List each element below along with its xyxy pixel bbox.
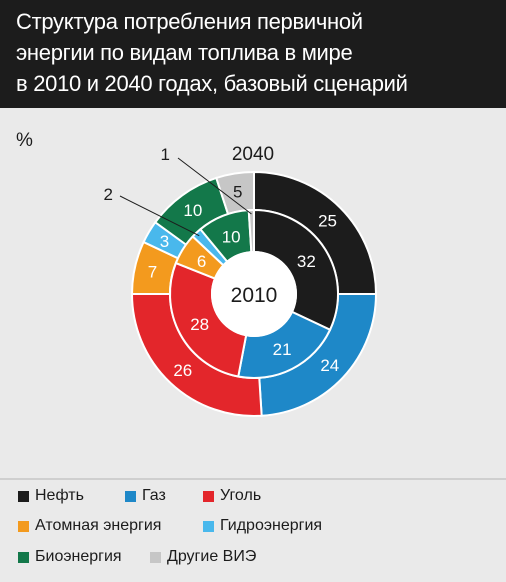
- value-label-hydro-2040: 3: [160, 232, 169, 251]
- legend-item-bio: Биоэнергия: [18, 547, 122, 567]
- title-line-2: энергии по видам топлива в мире: [16, 40, 353, 65]
- value-label-nuclear-2040: 7: [148, 262, 157, 281]
- legend-label: Уголь: [220, 487, 262, 504]
- center-hole: [211, 251, 297, 337]
- title-header: Структура потребления первичной энергии …: [0, 0, 506, 108]
- value-label-nuclear-2010: 6: [197, 252, 206, 271]
- chart-area: % 2010 2040 32 21 28 6 2 10 1 25 24 26 7 3 10 5: [0, 108, 506, 478]
- legend-swatch: [150, 551, 161, 563]
- outer-ring-2040: [130, 170, 378, 417]
- legend-item-nuclear: Атомная энергия: [18, 516, 161, 536]
- title-line-1: Структура потребления первичной: [16, 9, 363, 34]
- legend-item-oil: Нефть: [18, 486, 84, 506]
- legend-swatch: [18, 551, 29, 563]
- value-label-bio-2040: 10: [183, 201, 202, 220]
- unit-label: %: [16, 130, 33, 151]
- inner-ring-2010: [169, 208, 339, 379]
- legend-label: Газ: [142, 487, 166, 504]
- value-label-other-res-2010: 1: [161, 145, 170, 164]
- legend-swatch: [203, 520, 214, 532]
- legend-label: Другие ВИЭ: [167, 548, 257, 565]
- value-label-gas-2040: 24: [320, 356, 339, 375]
- value-label-gas-2010: 21: [273, 340, 292, 359]
- legend-item-hydro: Гидроэнергия: [203, 516, 322, 536]
- center-year-label: 2010: [231, 284, 278, 307]
- value-label-coal-2010: 28: [190, 315, 209, 334]
- value-label-coal-2040: 26: [173, 361, 192, 380]
- value-label-hydro-2010: 2: [104, 185, 113, 204]
- value-label-bio-2010: 10: [222, 227, 241, 246]
- value-label-oil-2040: 25: [318, 211, 337, 230]
- legend-swatch: [203, 490, 214, 502]
- legend-item-gas: Газ: [125, 486, 166, 506]
- value-label-other-res-2040: 5: [233, 182, 242, 201]
- leader-line-hydro-2010: [119, 195, 200, 237]
- value-labels: 32 21 28 6 2 10 1 25 24 26 73 10 5: [104, 145, 340, 380]
- outer-year-label: 2040: [232, 144, 274, 165]
- legend-item-other-res: Другие ВИЭ: [150, 547, 256, 567]
- legend: Нефть Газ Уголь Атомная энергия Гидроэне…: [0, 480, 506, 582]
- legend-swatch: [125, 490, 136, 502]
- donut-chart: % 2010 2040 32 21 28 6 2 10 1 25 24 26 73 10 5: [16, 130, 378, 417]
- legend-label: Биоэнергия: [35, 548, 122, 565]
- legend-label: Нефть: [35, 487, 84, 504]
- legend-item-coal: Уголь: [203, 486, 261, 506]
- legend-swatch: [18, 490, 29, 502]
- legend-label: Атомная энергия: [35, 517, 162, 534]
- leader-line-other-res-2010: [177, 157, 252, 215]
- legend-divider: [0, 478, 506, 480]
- title-line-3: в 2010 и 2040 годах, базовый сценарий: [16, 71, 408, 96]
- chart-title: Структура потребления первичной энергии …: [16, 6, 496, 99]
- legend-label: Гидроэнергия: [220, 517, 323, 534]
- value-label-oil-2010: 32: [297, 252, 316, 271]
- legend-swatch: [18, 520, 29, 532]
